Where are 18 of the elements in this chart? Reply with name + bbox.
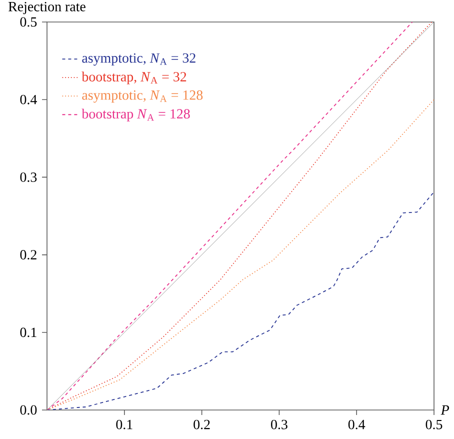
y-tick-label: 0.0 — [20, 405, 37, 415]
y-tick-label: 0.3 — [20, 172, 37, 182]
x-tick-label: 0.5 — [426, 420, 442, 430]
x-tick-label: 0.2 — [194, 420, 210, 430]
legend-label: bootstrap N$_{A}$ = 128 — [82, 108, 190, 122]
y-tick-label: 0.1 — [20, 328, 36, 338]
x-tick-label: 0.3 — [271, 420, 288, 430]
x-axis-title: P — [440, 405, 450, 415]
x-tick-label: 0.1 — [116, 420, 132, 430]
legend-label: asymptotic, N$_{A}$ = 128 — [82, 90, 203, 103]
y-tick-label: 0.4 — [20, 94, 37, 104]
x-tick-label: 0.4 — [348, 420, 366, 430]
legend-label: asymptotic, N$_{A}$ = 32 — [82, 53, 196, 66]
y-axis-title: Rejection rate — [8, 2, 86, 14]
line-series — [47, 191, 434, 410]
legend-label: bootstrap, N$_{A}$ = 32 — [82, 72, 186, 84]
y-tick-label: 0.5 — [20, 17, 37, 27]
y-tick-label: 0.2 — [20, 250, 36, 260]
